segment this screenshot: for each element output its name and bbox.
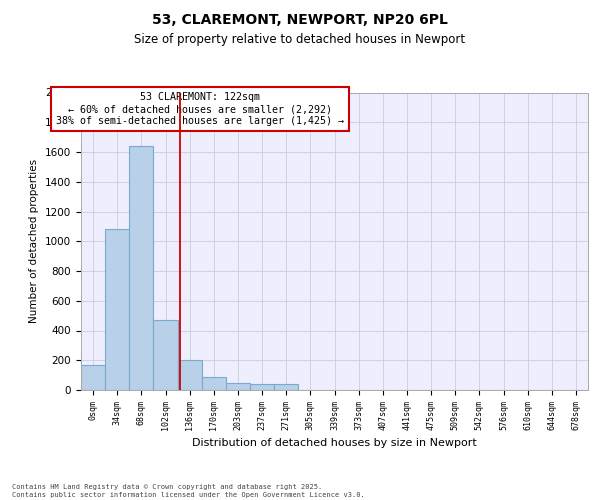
Bar bbox=[129, 146, 154, 390]
Bar bbox=[250, 384, 274, 390]
Text: 53 CLAREMONT: 122sqm
← 60% of detached houses are smaller (2,292)
38% of semi-de: 53 CLAREMONT: 122sqm ← 60% of detached h… bbox=[56, 92, 344, 126]
Bar bbox=[202, 376, 226, 390]
Text: Size of property relative to detached houses in Newport: Size of property relative to detached ho… bbox=[134, 32, 466, 46]
X-axis label: Distribution of detached houses by size in Newport: Distribution of detached houses by size … bbox=[192, 438, 477, 448]
Bar bbox=[81, 364, 105, 390]
Bar bbox=[226, 382, 250, 390]
Bar bbox=[274, 384, 298, 390]
Bar bbox=[178, 360, 202, 390]
Y-axis label: Number of detached properties: Number of detached properties bbox=[29, 159, 40, 324]
Text: Contains HM Land Registry data © Crown copyright and database right 2025.
Contai: Contains HM Land Registry data © Crown c… bbox=[12, 484, 365, 498]
Bar bbox=[154, 320, 178, 390]
Bar bbox=[105, 230, 129, 390]
Text: 53, CLAREMONT, NEWPORT, NP20 6PL: 53, CLAREMONT, NEWPORT, NP20 6PL bbox=[152, 12, 448, 26]
